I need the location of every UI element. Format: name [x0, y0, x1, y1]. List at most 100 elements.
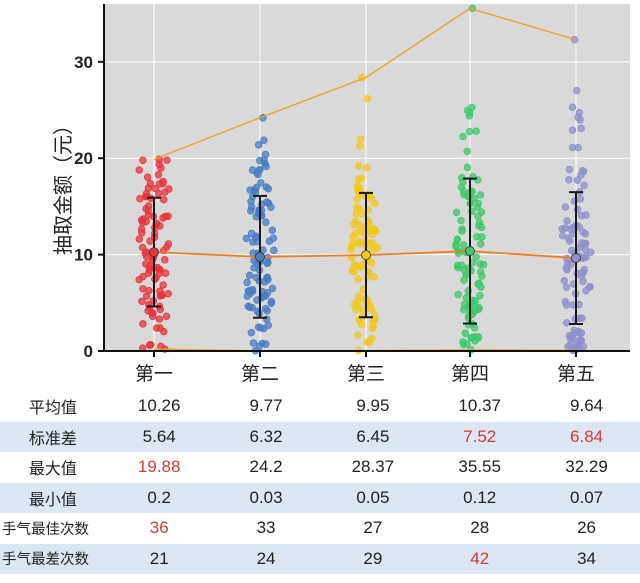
data-point — [356, 263, 364, 271]
data-point — [460, 266, 468, 274]
data-point — [139, 285, 147, 293]
data-point — [264, 185, 273, 193]
data-point — [369, 318, 377, 326]
data-point — [373, 244, 382, 252]
stats-cell: 5.64 — [105, 421, 213, 452]
data-point — [243, 278, 251, 287]
data-point — [349, 232, 357, 241]
stats-cell: 9.95 — [356, 396, 390, 416]
data-point — [149, 309, 157, 317]
data-point — [354, 275, 362, 283]
data-point — [568, 143, 577, 152]
data-point — [473, 233, 481, 241]
data-point — [457, 216, 465, 225]
data-point — [369, 239, 377, 248]
data-point — [158, 291, 166, 300]
data-point — [561, 203, 570, 211]
data-point — [263, 274, 271, 282]
data-point — [368, 226, 377, 235]
data-point — [363, 338, 371, 346]
data-point — [472, 127, 481, 135]
stats-row: 标准差 5.64 6.32 6.45 7.52 6.84 — [0, 421, 640, 452]
data-point — [245, 286, 254, 295]
stats-cell: 6.84 — [533, 421, 640, 452]
stats-cell: 6.32 — [212, 421, 320, 452]
stats-cell: 35.55 — [458, 457, 501, 477]
x-tick-label: 第四 — [451, 363, 489, 385]
max-line — [153, 7, 577, 160]
axes — [98, 4, 630, 357]
data-point — [560, 277, 568, 285]
stats-row-label: 平均值 — [28, 398, 77, 418]
stats-cell: 29 — [319, 543, 427, 574]
data-point — [154, 171, 163, 179]
stats-cell: 0.03 — [212, 482, 320, 513]
x-tick-label: 第二 — [241, 363, 279, 385]
data-point — [146, 237, 154, 245]
stats-row: 手气最差次数 21 24 29 42 34 — [0, 543, 640, 574]
data-point — [262, 340, 270, 348]
data-point — [263, 307, 271, 315]
data-point — [155, 315, 164, 323]
data-point — [353, 184, 362, 192]
data-point — [578, 314, 586, 322]
data-point — [476, 191, 485, 199]
data-point — [574, 327, 583, 336]
stats-row-label: 手气最佳次数 — [2, 521, 89, 538]
stats-row-label: 标准差 — [0, 421, 106, 452]
data-point — [465, 127, 474, 136]
data-point — [144, 202, 153, 210]
data-point — [139, 215, 147, 223]
stats-cell: 19.88 — [137, 457, 181, 477]
data-point — [268, 284, 277, 293]
data-point — [370, 273, 378, 281]
data-point — [565, 165, 574, 174]
stats-row: 最大值 19.88 24.2 28.37 35.55 32.29 — [0, 452, 640, 483]
data-point — [136, 194, 144, 203]
data-point — [563, 217, 571, 225]
data-point — [156, 222, 164, 230]
data-point — [270, 246, 278, 255]
data-point — [568, 126, 577, 134]
stats-cell: 10.37 — [458, 396, 501, 416]
stats-cell: 10.26 — [137, 396, 181, 416]
data-point — [135, 235, 143, 243]
data-point — [262, 162, 270, 171]
stats-cell: 28.37 — [351, 457, 395, 477]
data-point — [459, 132, 467, 141]
data-point — [139, 156, 147, 164]
data-point — [460, 276, 468, 284]
data-point — [244, 302, 253, 310]
data-point — [452, 242, 460, 251]
data-point — [475, 222, 483, 230]
data-point — [577, 211, 586, 220]
data-point — [350, 267, 358, 276]
data-point — [454, 290, 462, 299]
data-point — [580, 254, 588, 262]
mean-marker — [465, 246, 475, 256]
stats-row-label: 最大值 — [28, 459, 77, 479]
stats-row: 平均值 10.26 9.77 9.95 10.37 9.64 — [0, 391, 640, 422]
data-point — [477, 268, 485, 276]
stats-cell: 26 — [577, 518, 597, 538]
data-point — [267, 297, 276, 306]
stats-cell: 27 — [363, 518, 383, 538]
y-tick-label: 20 — [74, 149, 93, 168]
data-point — [363, 164, 371, 172]
stats-row: 手气最佳次数 36 33 27 28 26 — [0, 513, 640, 544]
data-point — [354, 237, 363, 246]
data-point — [139, 320, 147, 328]
y-tick-label: 0 — [84, 342, 93, 361]
data-point — [165, 185, 173, 193]
x-tick-label: 第三 — [347, 363, 385, 385]
stats-row-label: 最小值 — [0, 482, 106, 513]
data-point — [476, 292, 484, 300]
data-point — [267, 203, 275, 211]
data-point — [479, 260, 488, 269]
data-point — [135, 166, 143, 174]
data-point — [459, 241, 468, 249]
data-point — [579, 269, 587, 277]
data-point — [577, 124, 585, 133]
data-point — [155, 269, 164, 278]
data-point — [254, 170, 262, 179]
